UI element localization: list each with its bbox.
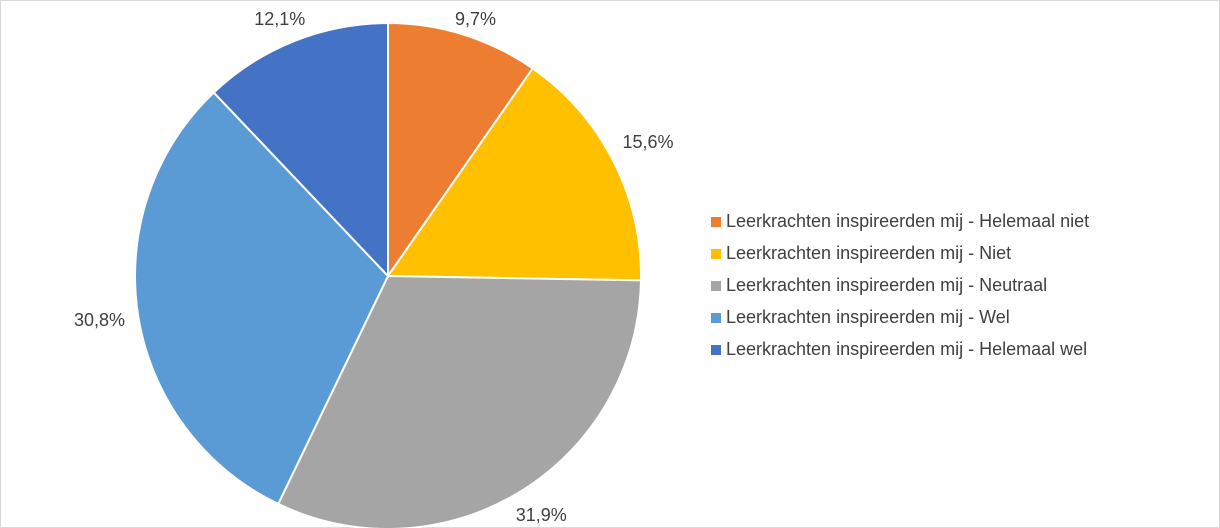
- legend-swatch: [711, 217, 721, 227]
- data-label: 9,7%: [455, 9, 496, 29]
- data-label: 12,1%: [254, 9, 305, 29]
- legend-swatch: [711, 281, 721, 291]
- data-label: 15,6%: [623, 132, 674, 152]
- legend-swatch: [711, 249, 721, 259]
- pie-slice: [386, 67, 642, 282]
- pie-slice: [387, 21, 535, 280]
- legend-label: Leerkrachten inspireerden mij - Helemaal…: [726, 339, 1087, 359]
- data-label: 31,9%: [516, 505, 567, 525]
- pie-slice: [134, 91, 390, 506]
- legend-label: Leerkrachten inspireerden mij - Neutraal: [726, 275, 1047, 295]
- legend-swatch: [711, 345, 721, 355]
- legend-swatch: [711, 313, 721, 323]
- legend-label: Leerkrachten inspireerden mij - Helemaal…: [726, 211, 1089, 231]
- pie-slice: [276, 274, 642, 528]
- pie-slice: [212, 21, 389, 279]
- data-label: 30,8%: [74, 310, 125, 330]
- legend-label: Leerkrachten inspireerden mij - Niet: [726, 243, 1011, 263]
- legend-label: Leerkrachten inspireerden mij - Wel: [726, 307, 1010, 327]
